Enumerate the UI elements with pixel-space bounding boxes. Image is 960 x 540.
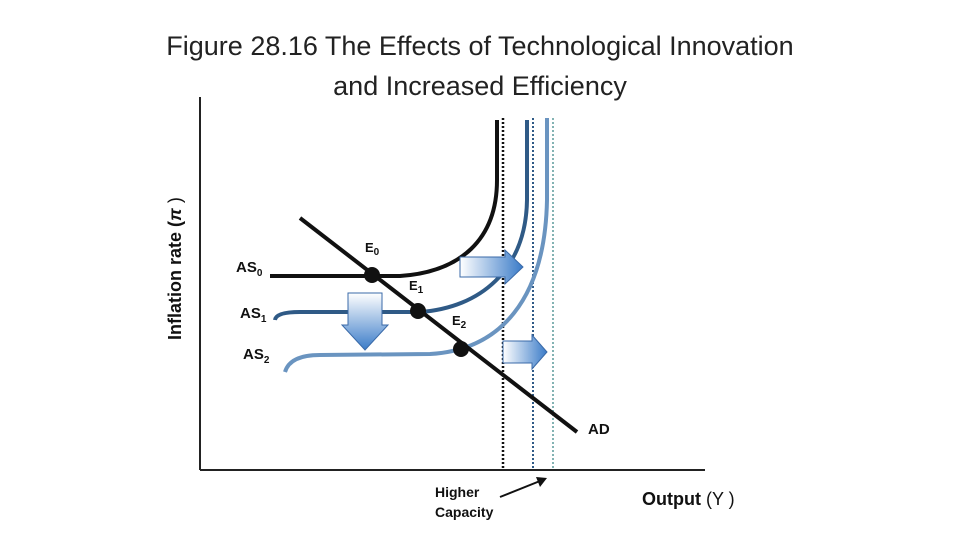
shift-arrow bbox=[502, 333, 548, 371]
point-label-name: E bbox=[452, 313, 461, 328]
equilibrium-point bbox=[453, 341, 469, 357]
point-label-name: E bbox=[365, 240, 374, 255]
point-label: E2 bbox=[452, 313, 467, 331]
curve-label-name: AS bbox=[243, 346, 264, 363]
annotation-arrowhead bbox=[536, 477, 547, 487]
as1-curve bbox=[273, 120, 529, 321]
as0-curve bbox=[270, 120, 499, 278]
title: Figure 28.16 The Effects of Technologica… bbox=[166, 31, 793, 61]
point-label-sub: 1 bbox=[418, 285, 424, 296]
annotation: Capacity bbox=[435, 504, 494, 520]
ad-curve bbox=[298, 216, 579, 434]
y-label-close: ) bbox=[165, 197, 185, 208]
shift-arrow bbox=[459, 248, 524, 286]
y-label-text: Inflation rate ( bbox=[165, 221, 185, 340]
equilibrium-point bbox=[410, 303, 426, 319]
point-label-name: E bbox=[409, 278, 418, 293]
curve-label: AS2 bbox=[243, 346, 270, 366]
curve-label: AS0 bbox=[236, 259, 263, 279]
x-label-text: Output bbox=[642, 489, 701, 509]
equilibrium-point bbox=[364, 267, 380, 283]
as2-curve bbox=[283, 118, 549, 373]
x-axis-label: Output (Y ) bbox=[642, 489, 735, 509]
curve-label-name: AS bbox=[240, 305, 261, 322]
point-label-sub: 2 bbox=[461, 320, 467, 331]
y-axis-label: Inflation rate (π ) bbox=[165, 197, 185, 340]
point-label: E0 bbox=[365, 240, 380, 258]
point-label-sub: 0 bbox=[374, 247, 380, 258]
shift-arrow bbox=[340, 292, 390, 351]
title: and Increased Efficiency bbox=[333, 71, 627, 101]
curve-label-sub: 0 bbox=[257, 268, 263, 279]
point-label: E1 bbox=[409, 278, 424, 296]
annotation-arrow bbox=[499, 480, 541, 498]
curve-label-sub: 2 bbox=[264, 355, 270, 366]
curve-label-sub: 1 bbox=[261, 314, 267, 325]
x-label-symbol: (Y ) bbox=[706, 489, 735, 509]
curve-label: AD bbox=[588, 421, 610, 438]
y-label-symbol: π bbox=[165, 208, 185, 221]
curve-label-name: AS bbox=[236, 259, 257, 276]
annotation: Higher bbox=[435, 484, 480, 500]
curve-label: AS1 bbox=[240, 305, 267, 325]
